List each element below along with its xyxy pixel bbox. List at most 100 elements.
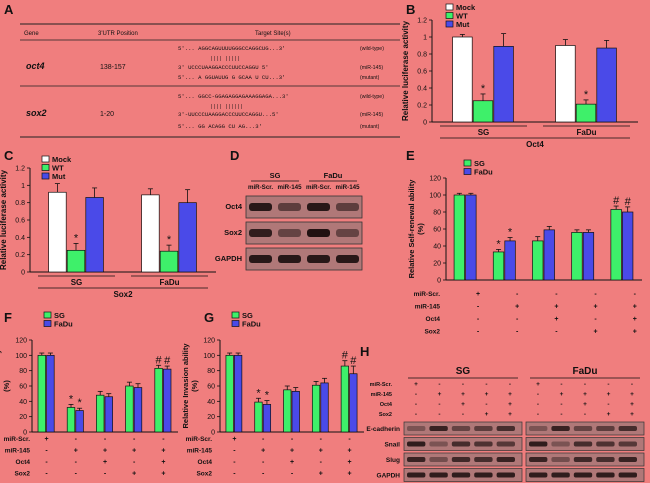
position-oct4: 138-157 <box>100 64 126 71</box>
g-bar-fadu-2 <box>291 391 300 433</box>
panel-b-chart: 0 0.2 0.4 0.6 0.8 1 1.2 Relative luciferase act… <box>401 3 638 149</box>
e-significance-mark: * <box>508 227 513 239</box>
h-group-label: SG <box>456 366 471 377</box>
h-treatment-sign: + <box>485 411 489 418</box>
b-bar-wt-0 <box>472 100 494 123</box>
d-band <box>307 203 330 211</box>
c-ytick-label: 0 <box>21 270 25 277</box>
g-y-axis-label: Relative Invasion ability(%) <box>181 343 199 429</box>
sox2-wildtype-tag: (wild-type) <box>360 94 384 100</box>
gene-oct4: oct4 <box>26 61 45 71</box>
h-band <box>573 426 593 431</box>
g-treatment-sign: + <box>319 471 323 478</box>
b-ytick-label: 0.8 <box>417 52 427 59</box>
g-treatment-sign: + <box>290 448 294 455</box>
h-treatment-sign: + <box>508 411 512 418</box>
b-legend-swatch-mut <box>445 20 454 28</box>
panel-h-western-blot: SG FaDu miR-Scr. + - - - - + - - - - miR-145 - + + + + - + + +… <box>366 366 645 482</box>
f-bar-fadu-4 <box>163 368 172 433</box>
f-treatment-sign: + <box>161 459 165 466</box>
g-treatment-sign: - <box>291 436 294 443</box>
b-ytick-label: 0.6 <box>417 69 427 76</box>
g-bar-sg-2 <box>283 389 292 433</box>
h-treatment-sign: - <box>509 381 511 388</box>
c-legend-label-mut: Mut <box>52 172 66 181</box>
g-significance-mark: # <box>350 355 357 367</box>
h-treatment-sign: + <box>414 381 418 388</box>
b-ytick-label: 0.4 <box>417 86 427 93</box>
h-band <box>551 426 570 431</box>
g-treatment-sign: - <box>262 471 265 478</box>
g-ytick-label: 120 <box>203 338 215 345</box>
oct4-wildtype-seq: 5'... AGGCAGUUUUGGGCCAGGCUG...3' <box>178 45 285 52</box>
e-legend-label-fadu: FaDu <box>474 168 493 177</box>
b-ytick-label: 0 <box>423 120 427 127</box>
f-significance-mark: * <box>77 397 82 409</box>
g-bar-fadu-1 <box>262 404 272 433</box>
e-treatment-label: Sox2 <box>424 329 440 336</box>
f-bar-sg-0 <box>37 354 46 433</box>
h-treatment-sign: - <box>438 381 440 388</box>
f-treatment-sign: + <box>103 459 107 466</box>
f-ytick-label: 80 <box>19 368 27 375</box>
e-bar-sg-4 <box>610 209 622 281</box>
e-treatment-sign: + <box>633 329 637 336</box>
sox2-pairing-marks: |||| |||||| <box>210 104 243 110</box>
f-ytick-label: 60 <box>19 384 27 391</box>
g-treatment-sign: - <box>291 471 294 478</box>
b-ytick-label: 1.2 <box>417 18 427 25</box>
oct4-pairing-marks: |||| ||||| <box>210 56 240 62</box>
c-significance-mark: * <box>74 232 79 244</box>
f-treatment-sign: + <box>132 448 136 455</box>
b-significance-mark: * <box>584 89 589 101</box>
b-ytick-label: 1 <box>423 35 427 42</box>
c-group-label: Sox2 <box>113 290 133 299</box>
f-ytick-label: 120 <box>15 338 27 345</box>
h-treatment-sign: - <box>438 401 440 408</box>
h-row-label-e-cadherin: E-cadherin <box>366 426 400 433</box>
f-bar-sg-4 <box>154 368 163 433</box>
b-legend-swatch-wt <box>445 12 454 19</box>
f-bar-sg-2 <box>96 394 105 433</box>
d-row-label-sox2: Sox2 <box>224 228 242 237</box>
b-legend-label-wt: WT <box>456 12 468 21</box>
h-treatment-sign: - <box>560 411 562 418</box>
h-treatment-sign: + <box>607 411 611 418</box>
e-treatment-sign: + <box>515 304 519 311</box>
g-legend-label-sg: SG <box>242 311 253 320</box>
e-treatment-sign: + <box>633 304 637 311</box>
f-treatment-label: Oct4 <box>16 459 31 466</box>
h-band <box>551 441 570 447</box>
f-legend-swatch-fadu <box>43 320 52 327</box>
h-band <box>596 441 615 447</box>
c-bar-mock-1 <box>141 194 160 273</box>
e-treatment-sign: - <box>516 329 519 336</box>
g-treatment-sign: - <box>262 459 265 466</box>
h-band <box>474 472 493 478</box>
h-band <box>496 472 515 478</box>
h-treatment-sign: + <box>536 381 540 388</box>
e-treatment-label: Oct4 <box>426 316 441 323</box>
c-legend-label-mock: Mock <box>52 155 72 164</box>
h-treatment-sign: + <box>583 391 587 398</box>
b-category-label: SG <box>478 128 490 137</box>
c-bar-mock-0 <box>48 191 67 273</box>
panel-g-treatment-table: miR-Scr. + - - - - miR-145 - + + + + Oct4 - - + - + Sox2 - -… <box>186 436 352 478</box>
h-band <box>429 441 448 447</box>
h-treatment-sign: + <box>630 411 634 418</box>
e-significance-mark: # <box>613 195 620 207</box>
h-treatment-sign: + <box>560 391 564 398</box>
h-treatment-sign: + <box>607 391 611 398</box>
g-ytick-label: 100 <box>203 353 215 360</box>
b-significance-mark: * <box>481 83 486 95</box>
g-legend-swatch-fadu <box>231 320 240 327</box>
e-significance-mark: # <box>625 196 632 208</box>
oct4-mutant-seq: 5'... A GGUAUUG G GCAA U CU...3' <box>178 74 285 81</box>
h-treatment-label: miR-145 <box>371 392 392 398</box>
h-treatment-sign: - <box>631 381 633 388</box>
g-treatment-sign: - <box>262 436 265 443</box>
f-treatment-sign: - <box>75 459 78 466</box>
h-band <box>496 426 515 431</box>
f-treatment-sign: + <box>161 471 165 478</box>
b-bar-mut-1 <box>596 47 617 123</box>
